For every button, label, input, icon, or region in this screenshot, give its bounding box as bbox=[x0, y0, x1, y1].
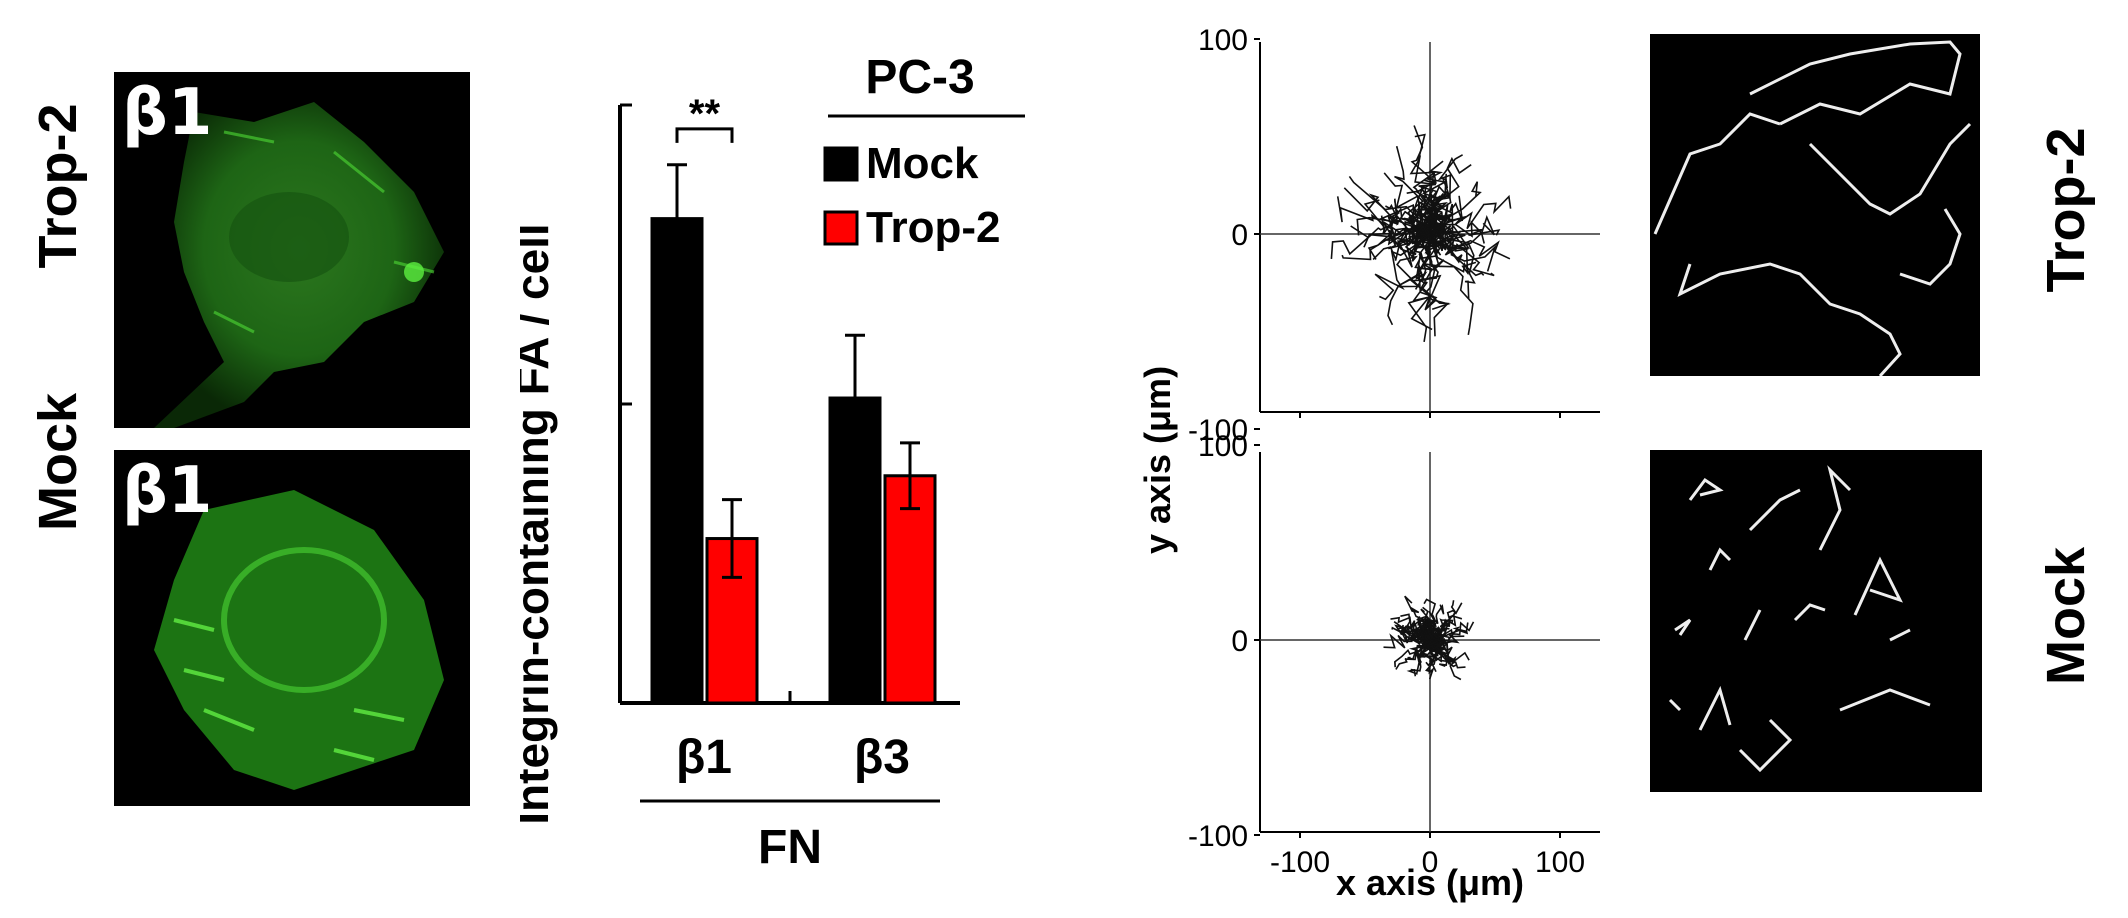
y-tick-label: -100 bbox=[1188, 414, 1248, 447]
legend-label-trop-2: Trop-2 bbox=[866, 203, 1000, 252]
row-label-trop2-right: Trop-2 bbox=[2036, 127, 2096, 293]
track-mock-43 bbox=[1397, 626, 1431, 642]
y-axis-label: y axis (μm) bbox=[1137, 366, 1178, 554]
track-image-mock bbox=[1650, 450, 1982, 792]
x-tick-label-0: β1 bbox=[676, 731, 732, 784]
significance-bracket bbox=[675, 127, 734, 143]
x-tick-label: -100 bbox=[1270, 846, 1330, 879]
y-tick-label: 100 bbox=[1198, 24, 1248, 57]
y-tick-label: 100 bbox=[1198, 430, 1248, 463]
track-mock-44 bbox=[1429, 639, 1470, 662]
track-trop-2-58 bbox=[1388, 207, 1431, 239]
x-tick-label: 0 bbox=[1422, 846, 1439, 879]
x-tick-label-1: β3 bbox=[854, 731, 910, 784]
track-mock-55 bbox=[1410, 639, 1435, 672]
y-tick-label: 0 bbox=[1231, 219, 1248, 252]
track-trop-2-42 bbox=[1421, 215, 1496, 244]
track-trop-2-31 bbox=[1423, 177, 1452, 235]
track-mock-59 bbox=[1417, 618, 1435, 641]
track-image-trop2-drawing bbox=[1653, 40, 1972, 376]
row-label-mock-right: Mock bbox=[2036, 546, 2096, 686]
cell-image-mock bbox=[154, 490, 444, 790]
chart-title: PC-3 bbox=[865, 51, 974, 104]
track-mock-53 bbox=[1422, 598, 1437, 641]
y-tick-label: 0 bbox=[1231, 625, 1248, 658]
track-trop-2-57 bbox=[1429, 233, 1476, 299]
track-image-trop2 bbox=[1650, 34, 1980, 376]
significance-label: ** bbox=[689, 92, 721, 136]
y-tick-label: -100 bbox=[1188, 820, 1248, 853]
row-label-trop2-left: Trop-2 bbox=[28, 103, 88, 269]
track-mock-46 bbox=[1404, 595, 1431, 641]
track-trop-2-59 bbox=[1382, 224, 1431, 247]
bar-chart: Integrin-containing FA / cell β1 β3 FN ** PC-… bbox=[520, 51, 1025, 874]
bar-trop-2-1 bbox=[883, 474, 937, 705]
image-tag-beta1-top: β1 bbox=[122, 76, 213, 150]
legend-swatch-trop-2 bbox=[823, 210, 859, 246]
x-tick-label: 100 bbox=[1535, 846, 1585, 879]
image-tag-beta1-bottom: β1 bbox=[122, 454, 213, 528]
track-mock-56 bbox=[1421, 606, 1434, 641]
x-axis-label: FN bbox=[758, 821, 822, 874]
row-label-mock-left: Mock bbox=[28, 392, 88, 532]
legend-swatch-mock bbox=[823, 146, 859, 182]
track-trop-2-49 bbox=[1409, 133, 1438, 235]
track-trop-2-56 bbox=[1383, 172, 1433, 235]
y-axis-label: Integrin-containing FA / cell bbox=[520, 223, 558, 824]
track-mock-57 bbox=[1393, 639, 1431, 668]
bar-mock-0 bbox=[650, 217, 704, 705]
micrograph-trop2: β1 bbox=[114, 72, 470, 428]
track-mock-50 bbox=[1426, 637, 1450, 655]
micrograph-mock: β1 bbox=[114, 450, 470, 806]
track-mock-41 bbox=[1395, 636, 1431, 670]
track-trop-2-45 bbox=[1348, 175, 1431, 239]
x-axis-label: x axis (μm) bbox=[1336, 862, 1524, 903]
track-trop-2-50 bbox=[1387, 233, 1431, 326]
track-trop-2-1 bbox=[1427, 194, 1512, 235]
cell-image-trop2 bbox=[154, 102, 444, 428]
track-image-mock-drawing bbox=[1668, 465, 1931, 773]
legend-label-mock: Mock bbox=[866, 139, 979, 188]
track-trop-2-54 bbox=[1374, 233, 1431, 301]
track-trop-2-52 bbox=[1429, 225, 1501, 250]
